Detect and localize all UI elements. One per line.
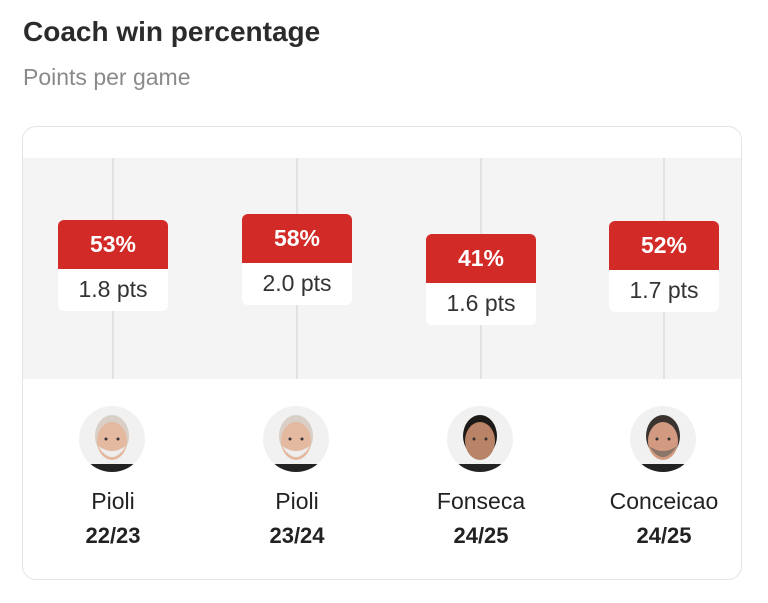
coach-column: 52% 1.7 pts Conceicao 24/25 <box>572 127 741 579</box>
coach-avatar <box>447 406 513 472</box>
coach-name: Pioli <box>275 488 319 514</box>
coach-column: 41% 1.6 pts Fonseca 24/25 <box>389 127 573 579</box>
coach-column: 53% 1.8 pts Pioli 22/23 <box>23 127 205 579</box>
season-label: 24/25 <box>636 523 692 548</box>
season-label: 24/25 <box>453 523 509 548</box>
stat-card: 41% 1.6 pts <box>426 234 536 326</box>
coach-name: Conceicao <box>609 488 719 514</box>
coach-name: Fonseca <box>436 488 526 514</box>
win-percentage: 52% <box>609 221 719 271</box>
coach-avatar <box>263 406 329 472</box>
chart-subtitle: Points per game <box>23 64 191 90</box>
points-per-game: 1.7 pts <box>629 277 699 304</box>
points-per-game: 1.8 pts <box>78 275 148 302</box>
coach-avatar <box>79 406 145 472</box>
season-label: 22/23 <box>85 523 141 548</box>
coach-chart-panel: 53% 1.8 pts Pioli 22/23 58% 2.0 pts Piol… <box>22 126 742 580</box>
stat-card: 53% 1.8 pts <box>58 219 168 311</box>
stat-card: 58% 2.0 pts <box>242 214 352 305</box>
coach-name: Pioli <box>91 488 135 514</box>
coach-column: 58% 2.0 pts Pioli 23/24 <box>205 127 389 579</box>
season-label: 23/24 <box>269 523 325 548</box>
points-per-game: 1.6 pts <box>446 290 516 317</box>
points-per-game: 2.0 pts <box>262 270 332 296</box>
win-percentage: 53% <box>58 219 168 269</box>
chart-title: Coach win percentage <box>23 16 321 47</box>
win-percentage: 58% <box>242 214 352 263</box>
win-percentage: 41% <box>426 234 536 284</box>
stat-card: 52% 1.7 pts <box>609 221 719 313</box>
coach-avatar <box>630 406 696 472</box>
